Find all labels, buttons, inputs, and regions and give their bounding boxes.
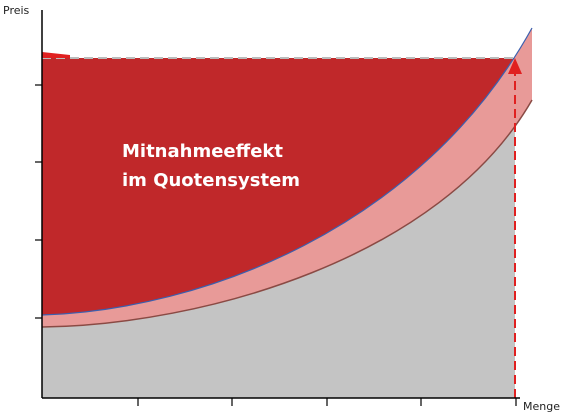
annotation: Mitnahmeeffekt	[122, 141, 283, 162]
ticks	[35, 84, 517, 406]
supply-curve-upper	[41, 27, 533, 316]
y-axis-label: Preis	[3, 4, 30, 17]
x-axis-label: Menge	[523, 400, 560, 413]
annotation: im Quotensystem	[122, 170, 300, 191]
price-marker	[42, 52, 70, 58]
supply-curve-lower	[41, 99, 533, 328]
arrow-head	[508, 58, 522, 74]
cost-area	[42, 125, 515, 398]
